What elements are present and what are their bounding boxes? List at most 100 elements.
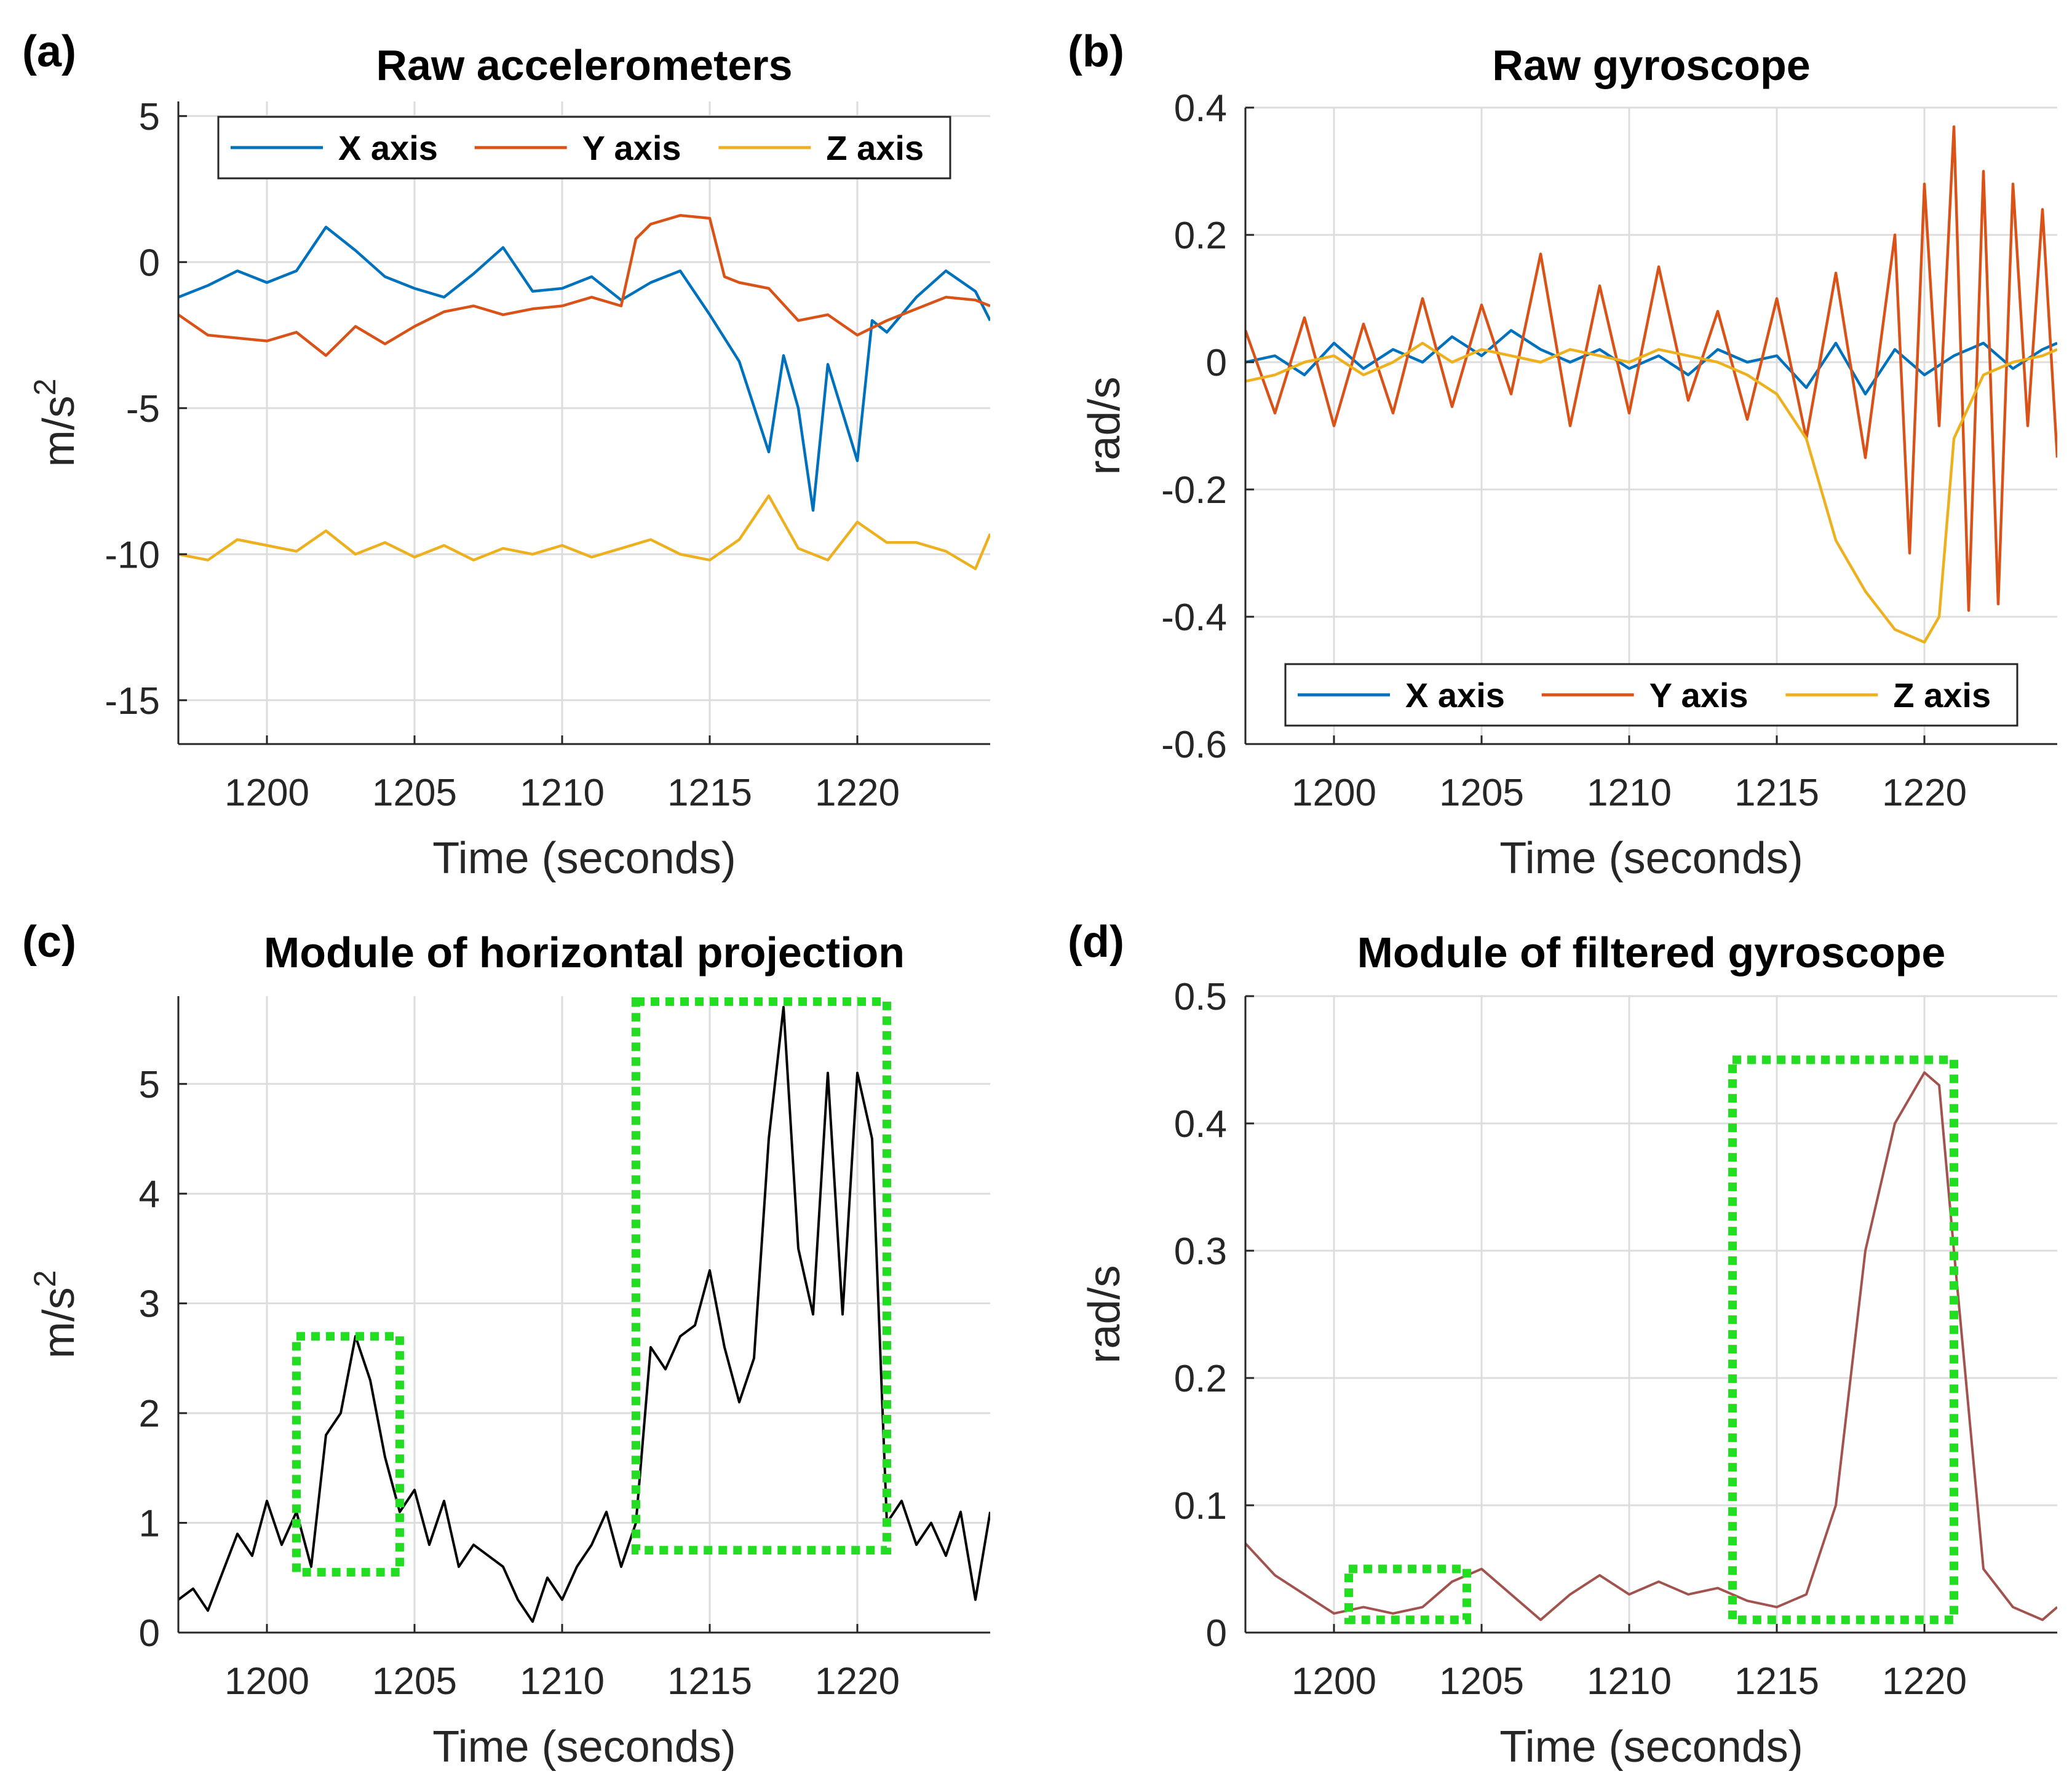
legend-entry: Z axis xyxy=(826,129,924,167)
panel-a: (a) 1200 1205 1210 1215 1220 5 0 -5 -10 -15 Raw ac… xyxy=(22,27,990,883)
y-axis-label-exponent: 2 xyxy=(28,379,62,396)
series-line-z-axis xyxy=(1245,341,2057,644)
x-tick-label: 1220 xyxy=(815,772,900,814)
x-tick-label: 1205 xyxy=(372,1660,457,1703)
x-tick-label: 1200 xyxy=(224,1660,309,1703)
panel-d: (d) 1200 1205 1210 1215 1220 0.5 0.4 0.3 0.2 0.1 0… xyxy=(1068,917,2057,1772)
y-tick-label: 3 xyxy=(139,1283,160,1326)
y-axis-label: m/s2 xyxy=(28,1270,84,1359)
y-tick-label: 1 xyxy=(139,1503,160,1545)
legend-box xyxy=(1284,663,2018,727)
chart-title: Module of horizontal projection xyxy=(264,929,905,976)
plot-raw-accelerometers: 1200 1205 1210 1215 1220 5 0 -5 -10 -15 Raw accele… xyxy=(28,41,990,883)
x-tick-label: 1210 xyxy=(1587,1660,1672,1703)
y-axis-label-unit: m/s xyxy=(34,395,84,467)
y-tick-label: -0.2 xyxy=(1161,469,1227,512)
series-line-x-axis xyxy=(1245,329,2057,396)
y-tick-label: 0.3 xyxy=(1174,1230,1227,1273)
plot-area xyxy=(1245,996,2057,1633)
series-line-y-axis xyxy=(178,214,990,357)
panel-label-a: (a) xyxy=(22,27,76,76)
y-tick-label: 0.2 xyxy=(1174,1358,1227,1400)
plot-raw-gyroscope: 1200 1205 1210 1215 1220 0.4 0.2 0 -0.2 -0.4 -0.6 R… xyxy=(1080,41,2057,883)
panel-b: (b) 1200 1205 1210 1215 1220 0.4 0.2 0 -0.2 -0.4 -… xyxy=(1068,27,2057,883)
highlight-box-1 xyxy=(1344,1564,1471,1625)
y-axis-label-unit: rad/s xyxy=(1080,376,1129,475)
chart-title: Module of filtered gyroscope xyxy=(1357,929,1946,976)
y-axis-label-exponent: 2 xyxy=(28,1270,62,1288)
series-line-module xyxy=(178,1005,990,1623)
series-group xyxy=(178,214,990,571)
x-tick-label: 1200 xyxy=(1292,772,1376,814)
y-axis-label-unit: m/s xyxy=(34,1287,84,1358)
legend-entry: Y axis xyxy=(582,129,681,167)
plot-module-filtered-gyroscope: 1200 1205 1210 1215 1220 0.5 0.4 0.3 0.2 0.1 0 Modu… xyxy=(1080,929,2057,1772)
y-tick-label: 2 xyxy=(139,1393,160,1435)
x-tick-label: 1200 xyxy=(224,772,309,814)
panel-label-b: (b) xyxy=(1068,27,1124,76)
chart-title: Raw accelerometers xyxy=(376,41,792,89)
panel-label-c: (c) xyxy=(22,917,76,967)
x-tick-label: 1210 xyxy=(1587,772,1672,814)
plot-module-horizontal-projection: 1200 1205 1210 1215 1220 5 4 3 2 1 0 Module of hori… xyxy=(28,929,990,1772)
y-tick-label: 0 xyxy=(1206,342,1227,384)
x-tick-label: 1205 xyxy=(1439,772,1524,814)
panel-c: (c) 1200 1205 1210 1215 1220 5 4 3 2 1 0 Module of … xyxy=(22,917,990,1772)
legend: X axis Y axis Z axis xyxy=(217,116,951,180)
legend-entry: Z axis xyxy=(1893,676,1991,715)
legend-entry: Y axis xyxy=(1649,676,1748,715)
series-line-z-axis xyxy=(178,494,990,571)
legend-entry: X axis xyxy=(338,129,438,167)
y-axis-label: m/s2 xyxy=(28,379,84,467)
y-tick-label: 0.1 xyxy=(1174,1485,1227,1527)
y-tick-label: 0 xyxy=(1206,1612,1227,1655)
y-tick-label: 4 xyxy=(139,1173,160,1216)
plot-area xyxy=(1245,108,2057,744)
y-tick-label: 0.2 xyxy=(1174,215,1227,257)
highlight-box-2 xyxy=(1728,1055,1958,1625)
y-tick-label: 0 xyxy=(139,242,160,284)
x-tick-label: 1220 xyxy=(815,1660,900,1703)
x-tick-label: 1215 xyxy=(1734,1660,1819,1703)
y-tick-label: -0.4 xyxy=(1161,596,1227,639)
y-axis-label: rad/s xyxy=(1080,1265,1129,1363)
panel-label-d: (d) xyxy=(1068,917,1124,967)
y-tick-label: 0.4 xyxy=(1174,1103,1227,1146)
highlight-box-2 xyxy=(632,997,891,1555)
x-axis-label: Time (seconds) xyxy=(1499,1722,1803,1772)
chart-title: Raw gyroscope xyxy=(1492,41,1810,89)
x-axis-label: Time (seconds) xyxy=(432,1722,736,1772)
series-line-module xyxy=(1245,1071,2057,1622)
x-tick-label: 1220 xyxy=(1882,772,1967,814)
series-group xyxy=(178,1005,990,1623)
series-line-x-axis xyxy=(178,226,990,512)
plot-area xyxy=(178,101,990,744)
x-axis-label: Time (seconds) xyxy=(1499,834,1803,883)
legend-entry: X axis xyxy=(1405,676,1505,715)
x-tick-label: 1215 xyxy=(667,772,752,814)
highlight-box-1 xyxy=(292,1332,404,1577)
y-tick-label: 0 xyxy=(139,1612,160,1655)
legend-box xyxy=(217,116,951,180)
y-tick-label: -0.6 xyxy=(1161,724,1227,766)
x-tick-label: 1220 xyxy=(1882,1660,1967,1703)
series-group xyxy=(1245,125,2057,644)
y-axis-label-unit: rad/s xyxy=(1080,1265,1129,1363)
y-tick-label: 5 xyxy=(139,1064,160,1106)
series-group xyxy=(1245,1071,2057,1622)
y-tick-label: -15 xyxy=(105,680,160,723)
x-tick-label: 1205 xyxy=(372,772,457,814)
y-tick-label: -10 xyxy=(105,534,160,576)
y-tick-label: -5 xyxy=(126,388,160,430)
x-tick-label: 1215 xyxy=(1734,772,1819,814)
y-tick-label: 0.4 xyxy=(1174,87,1227,130)
legend: X axis Y axis Z axis xyxy=(1284,663,2018,727)
x-axis-label: Time (seconds) xyxy=(432,834,736,883)
x-tick-label: 1200 xyxy=(1292,1660,1376,1703)
x-tick-label: 1210 xyxy=(520,1660,605,1703)
x-tick-label: 1205 xyxy=(1439,1660,1524,1703)
y-axis-label: rad/s xyxy=(1080,376,1129,475)
x-tick-label: 1210 xyxy=(520,772,605,814)
x-tick-label: 1215 xyxy=(667,1660,752,1703)
